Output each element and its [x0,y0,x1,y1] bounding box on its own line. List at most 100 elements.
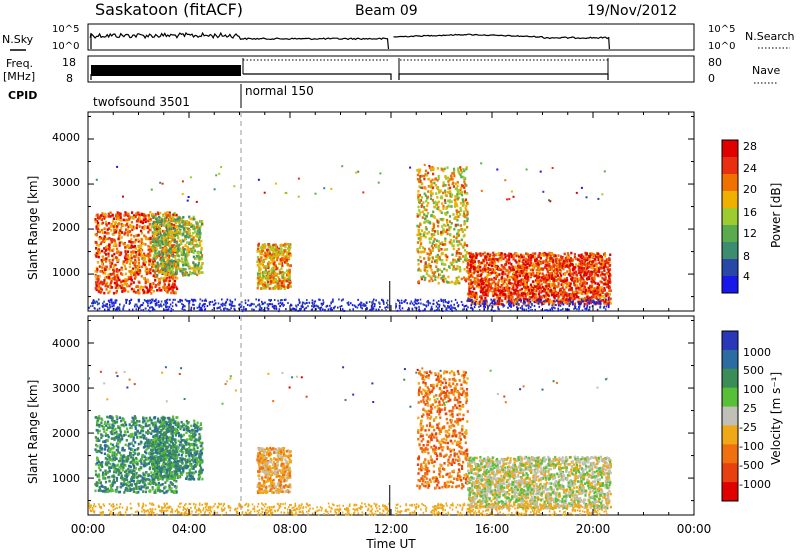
ground-scatter-cell [278,308,281,311]
scatter-cell [264,275,267,279]
scatter-cell [587,287,591,290]
scatter-cell [201,262,204,265]
scatter-cell [272,256,275,260]
scatter-cell [573,271,576,275]
scatter-cell [156,225,159,228]
scatter-cell [182,267,185,271]
scatter-cell [553,274,556,277]
scatter-cell [126,284,129,287]
scatter-cell [172,282,175,285]
scatter-cell [583,273,586,277]
ground-scatter-cell [287,302,289,304]
cpid-segment-2: normal 150 [245,84,314,98]
scatter-cell [105,260,108,263]
scatter-cell [543,279,546,282]
scatter-cell [106,228,109,231]
scatter-cell [451,244,454,248]
scatter-cell [170,218,173,222]
scatter-cell [284,245,287,249]
scatter-cell [173,286,176,289]
ground-scatter-cell [448,305,451,308]
scatter-cell [496,282,499,286]
scatter-cell [416,233,419,237]
scatter-cell [594,292,597,296]
scatter-cell [128,230,132,233]
scatter-cell [568,293,571,296]
scatter-cell [276,258,279,261]
scatter-cell [583,260,587,263]
scatter-cell [109,261,112,264]
scatter-cell [124,255,127,258]
ground-scatter-cell [128,300,131,302]
scatter-cell [159,216,162,220]
scatter-cell [480,294,483,298]
scatter-cell [95,227,98,231]
scatter-cell [164,216,167,220]
scatter-cell [417,268,420,272]
scatter-cell [540,283,543,286]
scatter-cell [103,235,106,238]
scatter-cell [280,243,283,247]
scatter-cell [575,290,578,293]
scatter-cell [473,277,476,280]
scatter-cell [422,246,425,249]
scatter-cell [566,255,569,258]
scatter-cell [287,256,290,260]
scatter-cell [600,299,603,303]
ground-scatter-cell [529,306,532,309]
scatter-cell [512,285,515,288]
scatter-cell [476,266,479,269]
scatter-cell [116,211,119,214]
scatter-cell [199,232,202,235]
ground-scatter-cell [502,305,505,308]
scatter-cell [444,184,447,187]
scatter-cell [261,244,264,248]
scatter-cell [156,211,159,215]
scatter-cell [486,274,489,277]
scatter-cell [98,274,101,278]
scatter-cell [117,235,121,239]
ground-scatter-cell [165,303,167,306]
scatter-cell [559,279,562,282]
scatter-cell [131,245,134,248]
scatter-cell [125,223,129,226]
scatter-cell [546,270,549,274]
scatter-cell [559,291,562,294]
ground-scatter-cell [507,306,509,309]
ground-scatter-cell [292,308,294,311]
scatter-cell [416,248,419,251]
scatter-cell [267,245,270,248]
ground-scatter-cell [279,305,282,308]
scatter-cell [545,286,548,290]
scatter-cell [276,286,279,289]
scatter-cell [566,282,569,285]
scatter-cell [428,166,432,170]
scatter-cell [444,277,447,281]
ground-scatter-cell [562,303,565,306]
scatter-cell [421,203,424,206]
scatter-cell [428,279,431,283]
scatter-cell [568,288,571,292]
scatter-cell [596,286,599,290]
scatter-cell [467,258,470,262]
scatter-cell [572,273,575,276]
scatter-cell [475,252,478,255]
scatter-cell [280,251,283,254]
scatter-cell [154,213,157,216]
ground-scatter-cell [136,305,138,308]
scatter-cell [545,273,548,277]
scatter-cell [139,254,142,258]
ground-scatter-cell [578,303,580,306]
scatter-cell [189,217,192,221]
scatter-cell [163,237,166,241]
ground-scatter-cell [330,308,332,311]
scatter-cell [143,234,146,237]
scatter-cell [136,223,139,227]
scatter-cell [117,270,120,274]
scatter-cell [150,258,153,262]
scatter-cell [104,212,107,216]
scatter-cell [138,269,141,272]
scatter-cell [553,263,556,267]
ground-scatter-cell [320,302,323,305]
scatter-cell [606,299,609,303]
